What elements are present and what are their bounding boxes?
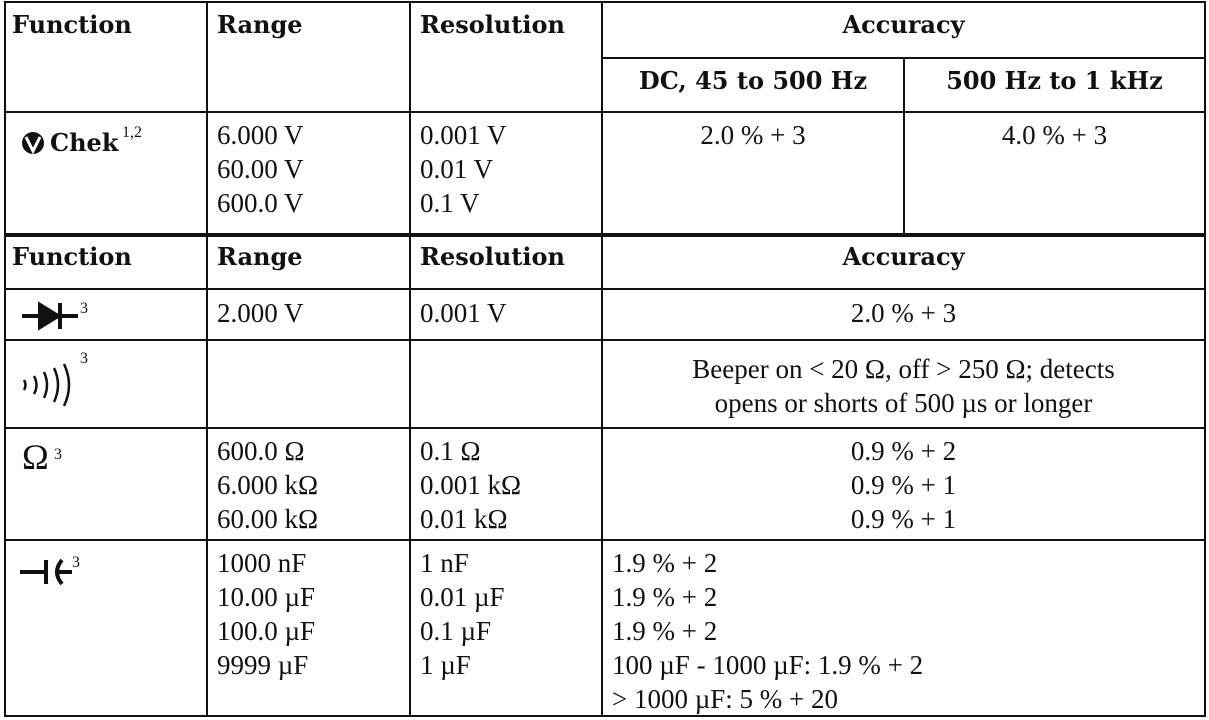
accuracy: 1.9 % + 2 <box>612 548 718 578</box>
header-cell: Resolution <box>420 242 565 271</box>
resolution: 0.01 kΩ <box>420 504 508 534</box>
range: 9999 µF <box>217 650 309 680</box>
superscript: 3 <box>72 554 80 571</box>
function-symbol: Ω <box>22 437 49 477</box>
capacitor-icon <box>20 558 72 586</box>
accuracy: Beeper on < 20 Ω, off > 250 Ω; detects <box>692 354 1115 384</box>
subheader-cell: 500 Hz to 1 kHz <box>946 66 1163 95</box>
resolution: 0.001 kΩ <box>420 470 522 500</box>
range: 60.00 V <box>217 154 304 184</box>
range: 2.000 V <box>217 298 304 328</box>
accuracy: 0.9 % + 2 <box>850 436 957 466</box>
header-cell: Accuracy <box>842 242 965 271</box>
range: 100.0 µF <box>217 616 316 646</box>
accuracy: 1.9 % + 2 <box>612 616 718 646</box>
accuracy: opens or shorts of 500 µs or longer <box>714 388 1093 418</box>
range: 1000 nF <box>217 548 307 578</box>
header-cell: Resolution <box>420 10 565 39</box>
continuity-icon <box>22 363 71 407</box>
accuracy: 1.9 % + 2 <box>612 582 718 612</box>
accuracy: 2.0 % + 3 <box>850 298 957 328</box>
resolution: 0.01 V <box>420 154 494 184</box>
resolution: 0.1 Ω <box>420 436 481 466</box>
v-check-icon <box>22 132 44 155</box>
range: 6.000 V <box>217 120 304 150</box>
range: 600.0 Ω <box>217 436 305 466</box>
header-cell: Function <box>12 10 132 39</box>
accuracy: 0.9 % + 1 <box>850 504 957 534</box>
accuracy: 100 µF - 1000 µF: 1.9 % + 2 <box>612 650 924 680</box>
accuracy: 2.0 % + 3 <box>700 120 806 150</box>
accuracy: 4.0 % + 3 <box>1001 120 1108 150</box>
superscript: 1,2 <box>122 124 142 141</box>
range: 10.00 µF <box>217 582 316 612</box>
accuracy: > 1000 µF: 5 % + 20 <box>612 684 839 714</box>
resolution: 0.001 V <box>420 298 507 328</box>
diode-icon <box>22 301 78 331</box>
superscript: 3 <box>54 446 62 463</box>
resolution: 0.001 V <box>420 120 507 150</box>
range: 600.0 V <box>217 188 304 218</box>
subheader-cell: DC, 45 to 500 Hz <box>638 66 868 95</box>
header-cell: Range <box>217 10 303 39</box>
resolution: 0.1 µF <box>420 616 492 646</box>
range: 6.000 kΩ <box>217 470 319 500</box>
function-name: Chek <box>50 128 119 157</box>
superscript: 3 <box>80 350 88 367</box>
accuracy: 0.9 % + 1 <box>850 470 957 500</box>
resolution: 1 µF <box>420 650 471 680</box>
resolution: 0.01 µF <box>420 582 505 612</box>
header-cell: Function <box>12 242 132 271</box>
resolution: 1 nF <box>420 548 469 578</box>
header-cell: Accuracy <box>842 10 965 39</box>
superscript: 3 <box>80 300 88 317</box>
range: 60.00 kΩ <box>217 504 319 534</box>
resolution: 0.1 V <box>420 188 480 218</box>
header-cell: Range <box>217 242 303 271</box>
